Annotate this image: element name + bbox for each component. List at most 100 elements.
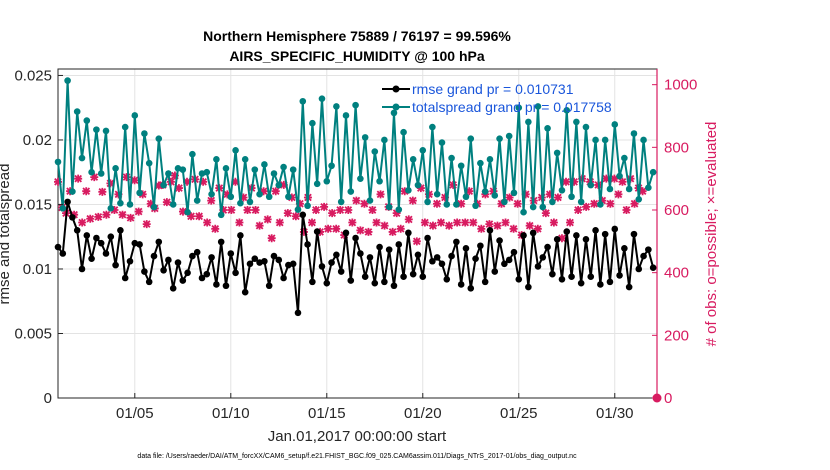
series-point-rmse bbox=[414, 251, 422, 259]
series-point-totalspread bbox=[289, 166, 297, 173]
series-point-rmse bbox=[582, 236, 590, 243]
legend-rmse-label: rmse grand pr = 0.010731 bbox=[412, 81, 574, 97]
obs-evaluated-glyph bbox=[570, 177, 579, 186]
series-point-rmse bbox=[462, 245, 470, 252]
obs-evaluated-glyph bbox=[505, 193, 514, 202]
series-point-totalspread bbox=[640, 136, 647, 144]
obs-evaluated-glyph bbox=[166, 177, 175, 186]
obs-evaluated-glyph bbox=[320, 202, 329, 211]
series-point-totalspread bbox=[222, 165, 230, 172]
obs-evaluated-marker bbox=[54, 177, 62, 186]
series-point-rmse bbox=[88, 255, 95, 262]
series-point-totalspread bbox=[385, 203, 393, 211]
series-point-totalspread bbox=[587, 181, 595, 189]
series-point-totalspread bbox=[553, 149, 561, 157]
series-point-totalspread bbox=[323, 177, 331, 185]
series-point-totalspread bbox=[107, 205, 115, 212]
series-point-totalspread bbox=[371, 148, 379, 155]
series-point-totalspread bbox=[453, 201, 460, 208]
series-point-totalspread bbox=[448, 154, 455, 162]
obs-evaluated-glyph bbox=[134, 207, 143, 216]
series-point-totalspread bbox=[328, 162, 335, 170]
series-point-totalspread bbox=[592, 136, 599, 144]
obs-evaluated-glyph bbox=[449, 180, 458, 189]
obs-evaluated-glyph bbox=[553, 193, 562, 202]
obs-evaluated-glyph bbox=[130, 176, 139, 185]
series-point-totalspread bbox=[64, 77, 71, 84]
obs-evaluated-marker bbox=[582, 202, 591, 211]
series-point-totalspread bbox=[645, 184, 652, 191]
obs-evaluated-glyph bbox=[404, 215, 413, 224]
series-point-totalspread bbox=[438, 139, 446, 146]
series-point-totalspread bbox=[69, 188, 76, 195]
obs-evaluated-glyph bbox=[372, 218, 381, 227]
series-point-totalspread bbox=[131, 112, 139, 119]
obs-evaluated-glyph bbox=[219, 206, 228, 214]
obs-evaluated-glyph bbox=[432, 199, 441, 208]
series-point-rmse bbox=[409, 270, 417, 278]
obs-evaluated-marker bbox=[509, 224, 518, 233]
obs-evaluated-glyph bbox=[82, 187, 91, 196]
obs-evaluated-glyph bbox=[521, 190, 530, 199]
obs-evaluated-glyph bbox=[138, 190, 147, 199]
series-point-rmse bbox=[645, 246, 652, 253]
series-point-rmse bbox=[611, 225, 619, 233]
series-point-rmse bbox=[577, 279, 585, 287]
series-point-rmse bbox=[539, 254, 547, 261]
obs-evaluated-glyph bbox=[465, 187, 474, 196]
obs-evaluated-glyph bbox=[146, 199, 155, 208]
obs-evaluated-marker bbox=[553, 193, 562, 202]
series-point-totalspread bbox=[419, 146, 427, 154]
y-tick-label-right: 800 bbox=[664, 139, 689, 156]
series-point-totalspread bbox=[510, 189, 518, 197]
legend-spread-label: totalspread grand pr = 0.017758 bbox=[412, 99, 612, 115]
series-point-rmse bbox=[347, 277, 355, 284]
series-point-totalspread bbox=[227, 193, 235, 201]
obs-evaluated-glyph bbox=[178, 207, 187, 216]
obs-evaluated-marker bbox=[328, 209, 337, 218]
obs-evaluated-marker bbox=[614, 190, 623, 199]
obs-evaluated-glyph bbox=[74, 174, 83, 183]
series-point-totalspread bbox=[189, 150, 196, 158]
series-line-rmse bbox=[57, 201, 655, 313]
series-point-totalspread bbox=[145, 159, 153, 167]
obs-evaluated-glyph bbox=[638, 187, 647, 196]
series-point-rmse bbox=[337, 268, 345, 275]
series-point-rmse bbox=[352, 234, 359, 242]
series-point-totalspread bbox=[97, 170, 105, 177]
series-point-totalspread bbox=[597, 201, 604, 208]
series-point-totalspread bbox=[251, 166, 259, 173]
obs-evaluated-marker bbox=[219, 206, 228, 214]
series-point-rmse bbox=[208, 254, 215, 261]
obs-evaluated-marker bbox=[428, 221, 437, 230]
series-point-totalspread bbox=[625, 185, 633, 193]
obs-evaluated-marker bbox=[610, 174, 619, 183]
series-point-rmse bbox=[419, 273, 427, 281]
obs-evaluated-glyph bbox=[574, 206, 583, 214]
legend-rmse-marker bbox=[392, 85, 400, 93]
obs-evaluated-marker bbox=[485, 220, 494, 229]
series-point-totalspread bbox=[169, 201, 177, 208]
series-point-rmse bbox=[376, 243, 383, 251]
series-point-totalspread bbox=[213, 156, 220, 163]
obs-evaluated-glyph bbox=[376, 190, 385, 199]
series-point-totalspread bbox=[347, 188, 355, 195]
series-point-rmse bbox=[429, 257, 436, 265]
series-point-rmse bbox=[299, 211, 307, 219]
y-axis-label-right: # of obs: o=possible; ×=evaluated bbox=[703, 122, 720, 347]
obs-evaluated-glyph bbox=[275, 218, 284, 227]
series-point-rmse bbox=[217, 238, 225, 246]
series-point-totalspread bbox=[193, 197, 201, 204]
obs-evaluated-marker bbox=[376, 190, 385, 199]
series-point-rmse bbox=[371, 279, 379, 287]
series-point-rmse bbox=[270, 252, 278, 260]
obs-evaluated-glyph bbox=[299, 227, 308, 236]
series-point-totalspread bbox=[601, 136, 609, 144]
series-point-totalspread bbox=[261, 161, 268, 168]
series-point-rmse bbox=[179, 277, 187, 284]
obs-evaluated-marker bbox=[98, 187, 107, 196]
obs-evaluated-glyph bbox=[287, 193, 296, 202]
series-point-totalspread bbox=[611, 121, 619, 128]
series-point-rmse bbox=[64, 198, 71, 206]
obs-evaluated-glyph bbox=[561, 177, 570, 186]
